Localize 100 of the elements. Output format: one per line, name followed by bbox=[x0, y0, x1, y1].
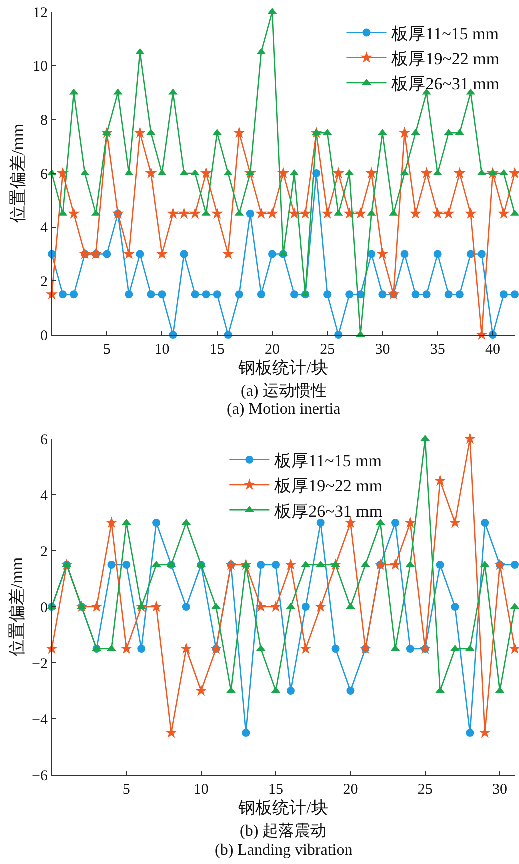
point bbox=[456, 290, 464, 299]
x-tick-label: 40 bbox=[485, 342, 500, 358]
point bbox=[332, 645, 340, 653]
point bbox=[378, 290, 387, 299]
point bbox=[213, 290, 222, 299]
point bbox=[410, 208, 422, 219]
point bbox=[444, 290, 453, 299]
point bbox=[257, 290, 266, 299]
point bbox=[145, 167, 158, 179]
point bbox=[90, 600, 103, 612]
legend-label: 板厚19~22 mm bbox=[390, 50, 500, 69]
point bbox=[286, 687, 295, 695]
point bbox=[191, 290, 200, 299]
y-tick-label: 2 bbox=[40, 544, 48, 560]
point bbox=[451, 603, 460, 611]
point bbox=[123, 248, 136, 260]
point bbox=[70, 290, 78, 299]
point bbox=[290, 290, 299, 299]
point bbox=[147, 290, 156, 299]
point bbox=[125, 290, 134, 299]
point bbox=[246, 210, 254, 218]
point bbox=[400, 250, 409, 258]
x-tick-label: 25 bbox=[320, 342, 336, 358]
point bbox=[106, 516, 118, 528]
point bbox=[432, 208, 444, 219]
point bbox=[210, 642, 222, 654]
point bbox=[398, 126, 411, 138]
point bbox=[511, 561, 519, 569]
point bbox=[324, 290, 332, 299]
point bbox=[322, 208, 334, 219]
y-tick-label: 6 bbox=[40, 432, 48, 448]
point bbox=[478, 250, 486, 258]
y-axis-title: 位置偏差/mm bbox=[8, 124, 28, 224]
x-tick-label: 5 bbox=[122, 782, 130, 798]
y-tick-label: 4 bbox=[40, 488, 48, 504]
point bbox=[374, 558, 387, 570]
y-axis-title: 位置偏差/mm bbox=[8, 557, 27, 657]
point bbox=[136, 250, 144, 258]
legend-label: 板厚26~31 mm bbox=[274, 502, 383, 521]
legend-label: 板厚11~15 mm bbox=[274, 452, 382, 471]
point bbox=[511, 290, 519, 299]
point bbox=[156, 248, 168, 260]
text: (b) 起落震动 bbox=[240, 822, 327, 840]
point bbox=[466, 729, 474, 737]
point bbox=[68, 208, 80, 219]
point bbox=[158, 290, 166, 299]
point bbox=[422, 290, 431, 299]
point bbox=[211, 208, 224, 219]
point bbox=[481, 519, 490, 527]
legend-label: 板厚11~15 mm bbox=[390, 24, 500, 44]
point bbox=[257, 561, 266, 569]
point bbox=[270, 600, 282, 612]
point bbox=[266, 208, 278, 219]
x-tick-label: 30 bbox=[492, 782, 508, 798]
point bbox=[368, 250, 376, 258]
point bbox=[466, 250, 475, 258]
point bbox=[314, 600, 327, 612]
point bbox=[122, 561, 131, 569]
point bbox=[189, 208, 202, 219]
point bbox=[202, 290, 210, 299]
point bbox=[390, 558, 402, 570]
point bbox=[412, 290, 420, 299]
y-tick-label: −2 bbox=[32, 656, 48, 672]
point bbox=[404, 516, 416, 528]
x-tick-label: 15 bbox=[268, 782, 284, 798]
x-tick-label: 25 bbox=[418, 782, 433, 798]
point bbox=[510, 210, 519, 216]
point bbox=[420, 167, 433, 179]
point bbox=[134, 126, 146, 138]
text: (a) Motion inertia bbox=[227, 401, 341, 418]
point bbox=[388, 288, 400, 300]
point bbox=[288, 208, 301, 219]
y-tick-label: 0 bbox=[40, 328, 48, 344]
y-tick-label: 2 bbox=[40, 274, 48, 290]
point bbox=[255, 208, 268, 219]
point bbox=[57, 167, 70, 179]
y-tick-label: −4 bbox=[32, 712, 48, 728]
x-tick-label: 10 bbox=[154, 342, 170, 358]
x-tick-label: 35 bbox=[430, 342, 446, 358]
x-tick-label: 5 bbox=[103, 342, 111, 358]
point bbox=[300, 642, 312, 654]
x-tick-label: 10 bbox=[194, 782, 209, 798]
point bbox=[284, 558, 297, 570]
point bbox=[90, 248, 102, 260]
point bbox=[346, 687, 355, 695]
y-tick-label: −6 bbox=[32, 768, 48, 784]
text: (b) Landing vibration bbox=[215, 842, 353, 859]
y-tick-label: 8 bbox=[40, 112, 48, 129]
point bbox=[242, 729, 250, 737]
point bbox=[200, 167, 212, 179]
x-tick-label: 20 bbox=[343, 782, 358, 798]
point bbox=[302, 603, 310, 611]
point bbox=[178, 208, 190, 219]
legend-label: 板厚26~31 mm bbox=[390, 74, 500, 94]
point bbox=[255, 600, 268, 612]
x-tick-label: 30 bbox=[375, 342, 390, 358]
point bbox=[195, 684, 208, 696]
point bbox=[360, 642, 372, 654]
point bbox=[300, 208, 312, 219]
point bbox=[278, 167, 290, 179]
